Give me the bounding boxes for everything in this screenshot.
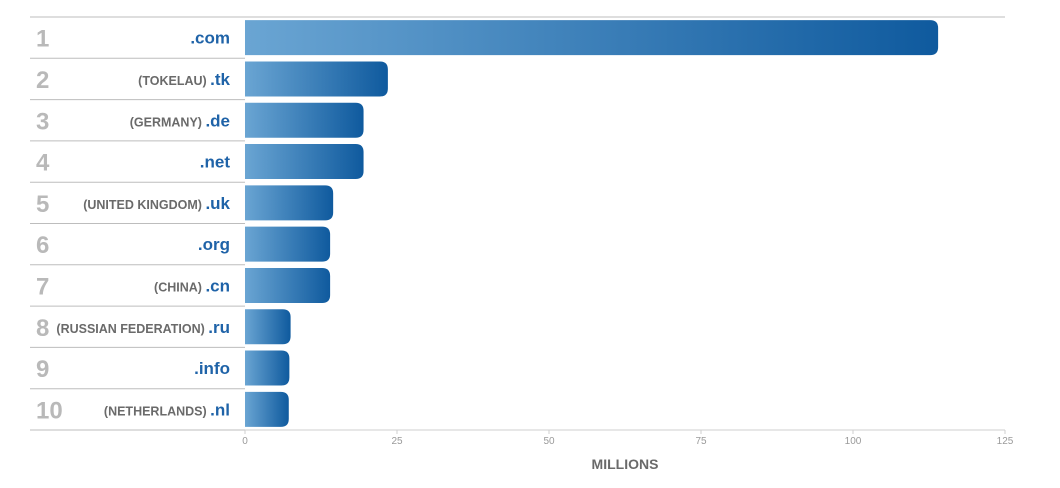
country-name: (CHINA): [154, 280, 205, 294]
rank-label: 9: [36, 356, 49, 383]
category-label: .net: [200, 153, 231, 172]
category-label: (UNITED KINGDOM) .uk: [83, 194, 230, 213]
bar-de: [245, 102, 364, 138]
bar-net: [245, 144, 364, 180]
x-tick-label: 125: [997, 436, 1014, 447]
rank-label: 5: [36, 191, 49, 218]
country-name: (GERMANY): [130, 115, 206, 129]
bar-cn: [245, 267, 331, 303]
rank-label: 8: [36, 315, 49, 342]
tld-name: .tk: [210, 70, 230, 89]
tld-name: .org: [198, 235, 230, 254]
country-name: (NETHERLANDS): [104, 404, 210, 418]
x-tick-label: 25: [391, 436, 403, 447]
category-label: (CHINA) .cn: [154, 276, 230, 295]
x-tick-label: 0: [242, 436, 248, 447]
bar-tk: [245, 61, 388, 97]
category-label: .org: [198, 235, 230, 254]
tld-name: .uk: [205, 194, 230, 213]
category-label: (TOKELAU) .tk: [138, 70, 230, 89]
tld-name: .info: [194, 359, 230, 378]
bar-com: [245, 20, 939, 56]
bar-uk: [245, 185, 334, 221]
tld-name: .nl: [210, 400, 230, 419]
category-label: (GERMANY) .de: [130, 111, 230, 130]
tld-name: .ru: [208, 318, 230, 337]
tld-name: .net: [200, 153, 231, 172]
x-tick-label: 75: [695, 436, 707, 447]
rank-label: 6: [36, 232, 49, 259]
tld-name: .com: [190, 29, 230, 48]
category-label: .info: [194, 359, 230, 378]
country-name: (RUSSIAN FEDERATION): [56, 322, 208, 336]
bar-info: [245, 350, 290, 386]
bar-org: [245, 226, 331, 262]
rank-label: 2: [36, 67, 49, 94]
bar-ru: [245, 309, 291, 345]
rank-label: 4: [36, 150, 50, 177]
country-name: (UNITED KINGDOM): [83, 198, 205, 212]
rank-label: 3: [36, 108, 49, 135]
category-label: (NETHERLANDS) .nl: [104, 400, 230, 419]
bar-nl: [245, 391, 289, 427]
x-tick-label: 50: [543, 436, 555, 447]
category-label: .com: [190, 29, 230, 48]
x-tick-label: 100: [845, 436, 862, 447]
country-name: (TOKELAU): [138, 74, 210, 88]
rank-label: 1: [36, 26, 49, 53]
rank-label: 10: [36, 397, 63, 424]
tld-name: .de: [205, 111, 230, 130]
rank-label: 7: [36, 273, 49, 300]
category-label: (RUSSIAN FEDERATION) .ru: [56, 318, 230, 337]
tld-name: .cn: [205, 276, 230, 295]
x-axis-title: MILLIONS: [592, 456, 659, 472]
